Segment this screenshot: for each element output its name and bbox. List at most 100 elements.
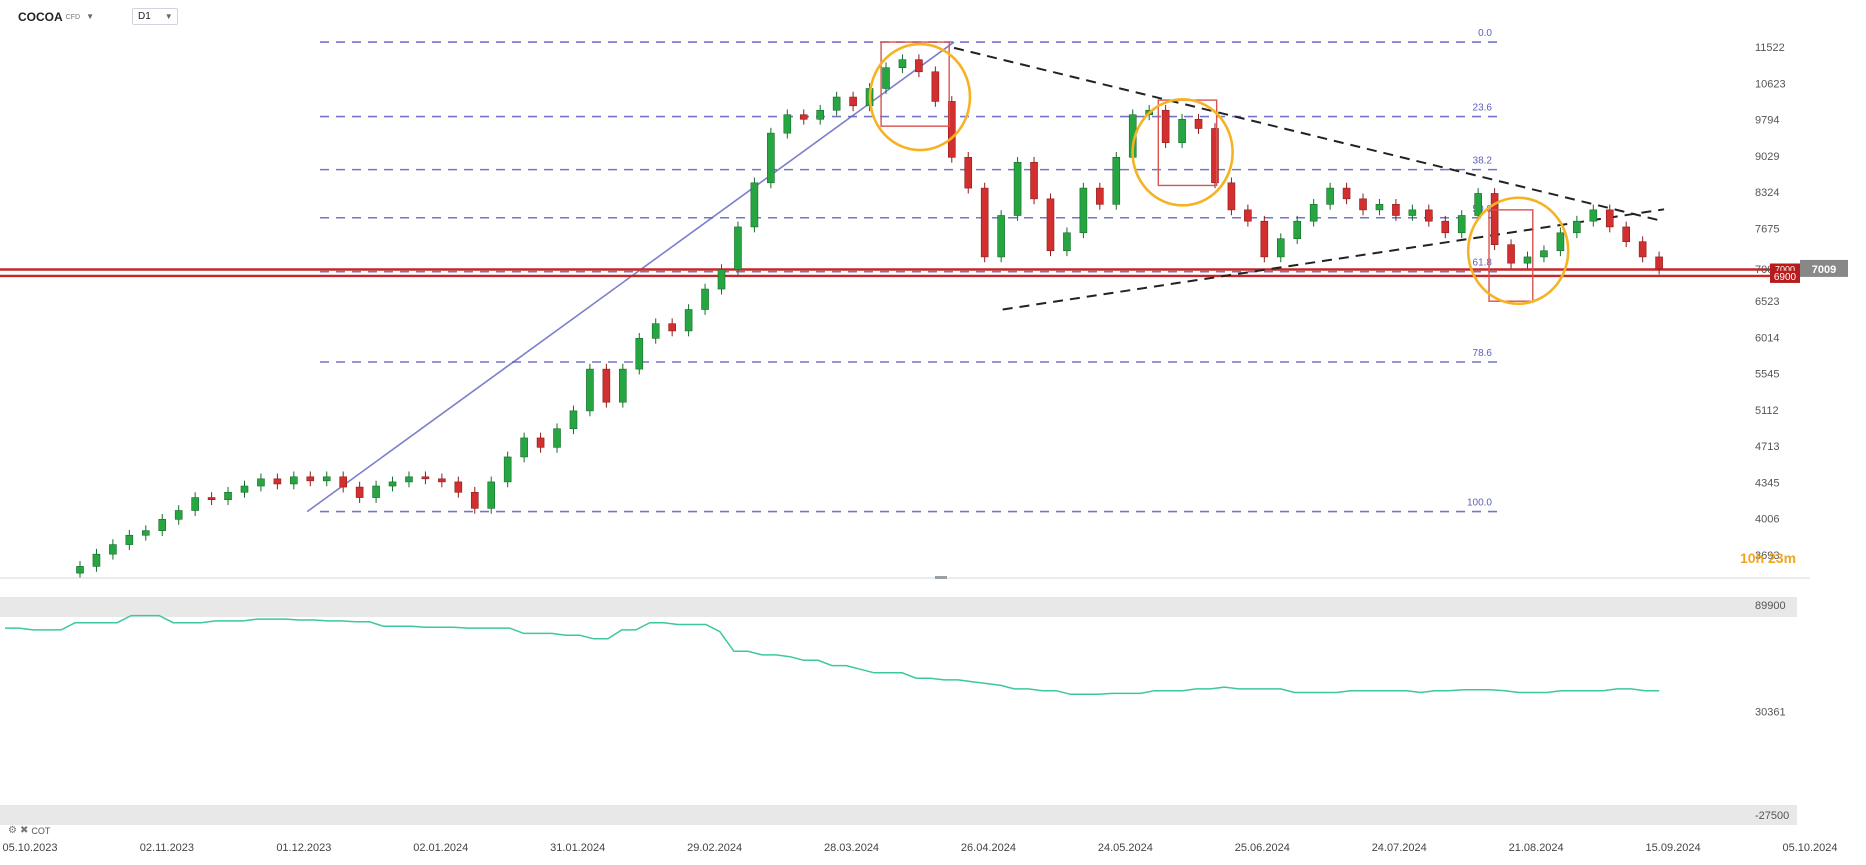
fibonacci-level-label: 100.0 (1467, 498, 1492, 509)
settings-icon[interactable]: ⚙ (8, 825, 17, 836)
candle-body (717, 269, 726, 290)
price-tick-label: 6523 (1755, 296, 1779, 308)
candle-body (586, 368, 594, 412)
candle-body (684, 309, 693, 332)
highlight-boxes[interactable] (880, 41, 1534, 302)
price-tick-label: 9794 (1755, 115, 1779, 127)
candle-body (1178, 118, 1186, 143)
candle-body (1359, 198, 1367, 211)
highlight-circles[interactable] (868, 42, 1570, 306)
highlight-circle[interactable] (1466, 196, 1570, 306)
highlight-box[interactable] (1488, 209, 1534, 302)
candle-body (931, 71, 940, 102)
candle-body (1540, 250, 1548, 258)
price-tick-label: 3693 (1755, 550, 1779, 562)
candle-body (701, 288, 709, 310)
cot-label: COT (31, 825, 51, 836)
candle-body (1425, 209, 1433, 222)
trendline[interactable] (1002, 208, 1665, 311)
time-tick-label: 31.01.2024 (550, 842, 605, 854)
cot-tick-label: -27500 (1755, 810, 1789, 822)
candle-body (290, 476, 298, 485)
pane-separator[interactable] (0, 576, 1810, 579)
trendlines[interactable] (953, 46, 1665, 311)
candle-body (125, 534, 134, 545)
candle-body (1342, 187, 1351, 200)
candle-body (224, 491, 232, 500)
candle-body (799, 114, 808, 120)
level-price-tag (1770, 263, 1800, 275)
highlight-circle[interactable] (868, 42, 972, 152)
candle-body (1194, 118, 1203, 129)
candle-body (553, 428, 561, 448)
fibonacci-levels[interactable]: 0.0 23.6 38.2 50.0 61.8 78.6 100.0 (306, 28, 1500, 513)
close-icon[interactable]: ✖ (19, 825, 29, 836)
fibonacci-level-label: 78.6 (1473, 348, 1493, 359)
time-tick-label: 28.03.2024 (824, 842, 879, 854)
candle-body (980, 187, 989, 258)
candle-body (750, 182, 759, 228)
price-tick-label: 6014 (1755, 332, 1779, 344)
candle-body (1375, 204, 1384, 211)
candle-body (602, 368, 611, 403)
candle-body (1556, 232, 1565, 252)
time-tick-label: 24.07.2024 (1372, 842, 1427, 854)
timeframe-select[interactable]: D1 ▼ (131, 8, 178, 25)
candle-body (421, 476, 430, 480)
candle-body (915, 59, 923, 73)
highlight-box[interactable] (880, 41, 950, 127)
candle-body (1276, 238, 1285, 258)
candle-body (767, 132, 775, 184)
candle-body (438, 478, 446, 483)
price-axis[interactable]: 1152210623979490298324767570096523601455… (1755, 42, 1786, 562)
price-tick-label: 10623 (1755, 78, 1786, 90)
timeframe-value: D1 (137, 11, 151, 22)
cot-band-bottom (0, 805, 1797, 825)
candle-body (947, 101, 956, 158)
candle-body (1457, 215, 1466, 234)
candle-body (882, 67, 890, 89)
candle-body (372, 485, 380, 498)
symbol-dropdown-icon[interactable]: ▼ (86, 12, 94, 21)
candle-body (1655, 256, 1663, 270)
candle-body (651, 323, 660, 339)
symbol-name[interactable]: COCOA (18, 9, 63, 24)
cot-band-top (0, 597, 1797, 617)
price-tick-label: 5545 (1755, 369, 1779, 381)
time-tick-label: 05.10.2024 (1782, 842, 1837, 854)
fibonacci-level-label: 0.0 (1478, 28, 1492, 39)
chart-header: COCOA CFD ▼ D1 ▼ (18, 8, 178, 25)
fibonacci-level-label: 23.6 (1473, 103, 1493, 114)
timeframe-dropdown-icon: ▼ (164, 12, 173, 21)
candle-body (1589, 209, 1598, 222)
candle-body (1046, 198, 1055, 252)
candle-body (109, 544, 117, 555)
time-tick-label: 05.10.2023 (2, 842, 57, 854)
candle-body (454, 481, 463, 493)
price-tick-label: 8324 (1755, 187, 1779, 199)
time-tick-label: 01.12.2023 (276, 842, 331, 854)
time-tick-label: 02.11.2023 (140, 842, 194, 854)
candle-body (1441, 220, 1450, 234)
candle-body (1244, 209, 1252, 222)
trendline[interactable] (953, 46, 1665, 223)
candle-body (191, 497, 199, 511)
time-axis[interactable]: 05.10.2023 02.11.2023 01.12.2023 02.01.2024… (2, 842, 1837, 854)
candle-body (306, 476, 315, 482)
cot-pane[interactable]: 89900 30361 -27500 (0, 597, 1797, 825)
highlight-circle[interactable] (1131, 98, 1234, 207)
candle-body (668, 323, 676, 332)
candle-body (783, 114, 792, 134)
candle-body (1622, 226, 1631, 242)
candle-body (1013, 161, 1022, 216)
pane-resize-handle[interactable] (935, 576, 947, 579)
candle-body (1392, 204, 1400, 216)
candle-body (141, 530, 150, 536)
candle-body (355, 486, 364, 498)
candle-body (257, 478, 265, 487)
candle-body (536, 437, 545, 448)
price-tick-label: 7675 (1755, 223, 1779, 235)
candle-body (1030, 161, 1038, 200)
candle-body (1523, 256, 1532, 264)
